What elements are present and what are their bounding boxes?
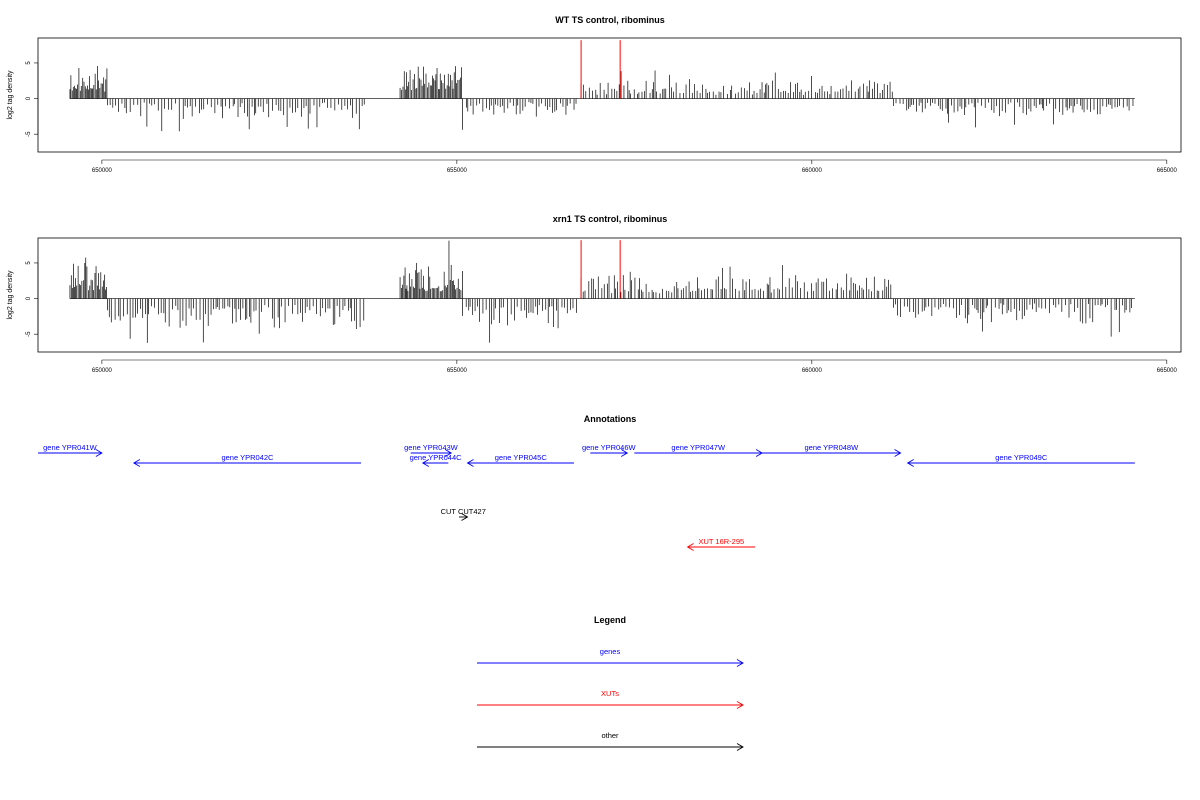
wt-density-bars bbox=[69, 40, 1135, 132]
feature-arrow bbox=[762, 449, 902, 457]
feature-label: gene YPR049C bbox=[995, 453, 1048, 462]
legend-label: genes bbox=[600, 647, 621, 656]
x-tick-label: 665000 bbox=[1157, 368, 1178, 374]
feature-arrow bbox=[458, 513, 469, 521]
x-tick-label: 660000 bbox=[802, 368, 823, 374]
x-tick-label: 660000 bbox=[802, 168, 823, 174]
feature-arrow bbox=[410, 449, 453, 457]
y-tick-label: -5 bbox=[26, 131, 32, 137]
annotations-track: Annotations gene YPR041W gene YPR042C gene… bbox=[38, 414, 1135, 551]
annotations-title: Annotations bbox=[584, 414, 637, 424]
xrn1-panel-title: xrn1 TS control, ribominus bbox=[553, 214, 668, 224]
wt-x-axis: 650000 655000 660000 665000 bbox=[92, 159, 1178, 174]
legend-label: XUTs bbox=[601, 689, 619, 698]
feature-arrow bbox=[38, 449, 103, 457]
feature-label: XUT 16R-295 bbox=[698, 537, 744, 546]
xrn1-y-axis: 5 0 -5 bbox=[26, 261, 39, 337]
wt-y-axis-label: log2 tag density bbox=[7, 70, 14, 120]
feature-label: gene YPR043W bbox=[404, 443, 459, 452]
legend-arrow bbox=[477, 701, 744, 709]
y-tick-label: 0 bbox=[26, 96, 32, 100]
xrn1-density-panel: xrn1 TS control, ribominus log2 tag dens… bbox=[7, 214, 1182, 374]
xrn1-density-bars bbox=[69, 240, 1135, 343]
feature-label: gene YPR048W bbox=[805, 443, 860, 452]
wt-panel-title: WT TS control, ribominus bbox=[555, 15, 665, 25]
feature-label: gene YPR044C bbox=[410, 453, 463, 462]
xrn1-plot-frame bbox=[37, 237, 1182, 353]
legend-label: other bbox=[601, 731, 619, 740]
feature-label: gene YPR045C bbox=[495, 453, 548, 462]
legend: Legend genes XUTs other bbox=[477, 615, 744, 751]
xrn1-y-axis-label: log2 tag density bbox=[7, 270, 14, 320]
y-tick-label: 5 bbox=[26, 261, 32, 265]
feature-label: CUT CUT427 bbox=[441, 507, 486, 516]
x-tick-label: 655000 bbox=[447, 168, 468, 174]
feature-arrow bbox=[132, 459, 362, 467]
legend-arrow bbox=[477, 659, 744, 667]
feature-label: gene YPR042C bbox=[221, 453, 274, 462]
xrn1-x-axis: 650000 655000 660000 665000 bbox=[92, 359, 1178, 374]
feature-arrow bbox=[686, 543, 756, 551]
wt-y-axis: 5 0 -5 bbox=[26, 61, 39, 137]
x-tick-label: 650000 bbox=[92, 168, 113, 174]
legend-arrow bbox=[477, 743, 744, 751]
x-tick-label: 655000 bbox=[447, 368, 468, 374]
legend-items: genes XUTs other bbox=[477, 647, 744, 751]
x-tick-label: 665000 bbox=[1157, 168, 1178, 174]
y-tick-label: 5 bbox=[26, 61, 32, 65]
feature-label: gene YPR047W bbox=[671, 443, 726, 452]
y-tick-label: -5 bbox=[26, 331, 32, 337]
wt-plot-frame bbox=[37, 37, 1182, 153]
feature-arrow bbox=[466, 459, 575, 467]
y-tick-label: 0 bbox=[26, 296, 32, 300]
x-tick-label: 650000 bbox=[92, 368, 113, 374]
legend-title: Legend bbox=[594, 615, 626, 625]
feature-arrow bbox=[906, 459, 1135, 467]
wt-density-panel: WT TS control, ribominus log2 tag densit… bbox=[7, 15, 1182, 174]
feature-arrow bbox=[421, 459, 449, 467]
feature-arrow bbox=[590, 449, 629, 457]
feature-label: gene YPR041W bbox=[43, 443, 98, 452]
feature-label: gene YPR046W bbox=[582, 443, 637, 452]
